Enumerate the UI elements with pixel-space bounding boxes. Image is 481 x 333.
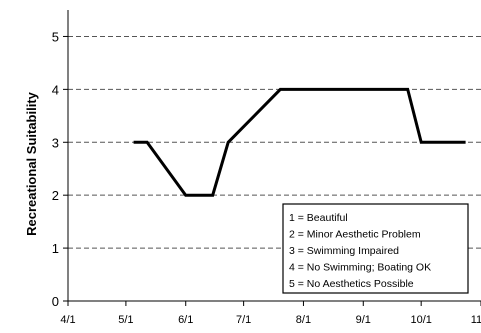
legend-box: 1 = Beautiful 2 = Minor Aesthetic Problem… <box>282 203 469 294</box>
x-tick-label: 7/1 <box>236 314 251 326</box>
x-tick-label: 4/1 <box>60 314 75 326</box>
legend-frame <box>282 203 469 294</box>
y-tick-label: 1 <box>52 241 59 256</box>
series-line-0 <box>133 87 466 197</box>
x-tick-label: 8/1 <box>296 314 311 326</box>
legend-entry: 1 = Beautiful <box>289 212 348 224</box>
y-tick-label: 3 <box>52 135 59 150</box>
y-tick-label: 0 <box>52 294 59 309</box>
y-tick-label: 4 <box>52 82 59 97</box>
x-tick-label: 5/1 <box>118 314 133 326</box>
x-tick-label: 11/1 <box>471 314 481 326</box>
y-tick-label: 2 <box>52 188 59 203</box>
x-tick-label: 6/1 <box>178 314 193 326</box>
legend-entry: 2 = Minor Aesthetic Problem <box>289 229 421 241</box>
y-axis-label: Recreational Suitability <box>24 91 39 236</box>
series <box>133 87 466 197</box>
legend-entry: 5 = No Aesthetics Possible <box>289 278 414 290</box>
x-tick-label: 9/1 <box>356 314 371 326</box>
legend-entry: 3 = Swimming Impaired <box>289 245 399 257</box>
y-tick-label: 5 <box>52 29 59 44</box>
x-tick-label: 10/1 <box>410 314 431 326</box>
axes: 0 1 2 3 4 5 4/1 5/1 6/1 7/1 8/1 9/1 10/1 11/1 <box>52 10 481 326</box>
legend-entry: 4 = No Swimming; Boating OK <box>289 262 431 274</box>
